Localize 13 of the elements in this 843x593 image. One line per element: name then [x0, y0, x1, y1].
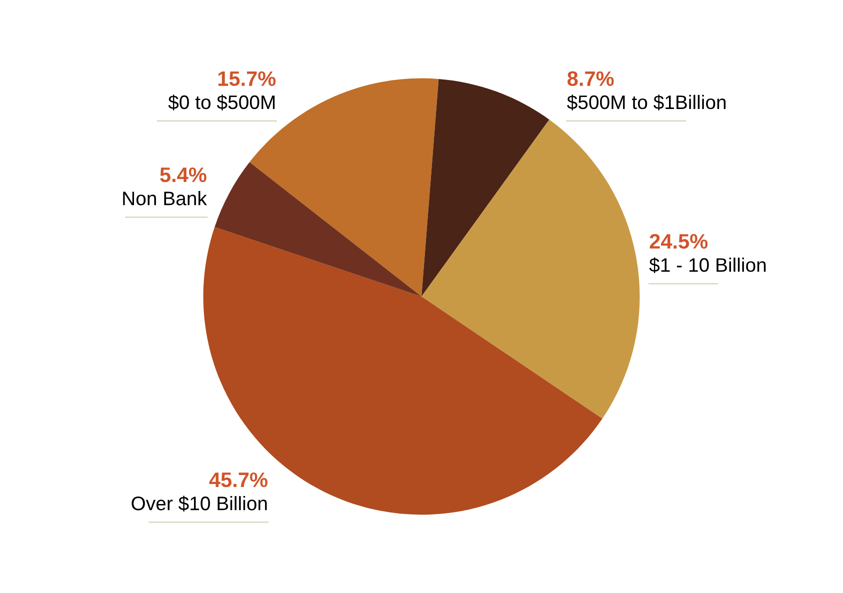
data-label: 5.4% [160, 167, 206, 182]
slice-label: Non Bank [123, 191, 207, 206]
pie-slice [214, 162, 422, 296]
pie-slice [422, 78, 550, 296]
slice-label: $500M to $1Billion [567, 94, 726, 110]
data-label: 8.7% [567, 71, 614, 86]
data-label: 45.7% [209, 472, 268, 488]
slice-label: $1 - 10 Billion [649, 257, 766, 274]
pie-slice [422, 120, 640, 419]
data-label: 15.7% [218, 71, 276, 86]
slice-label: $0 to $500M [168, 94, 275, 110]
data-label: 24.5% [650, 234, 708, 249]
slice-label: Over $10 Billion [132, 496, 267, 512]
